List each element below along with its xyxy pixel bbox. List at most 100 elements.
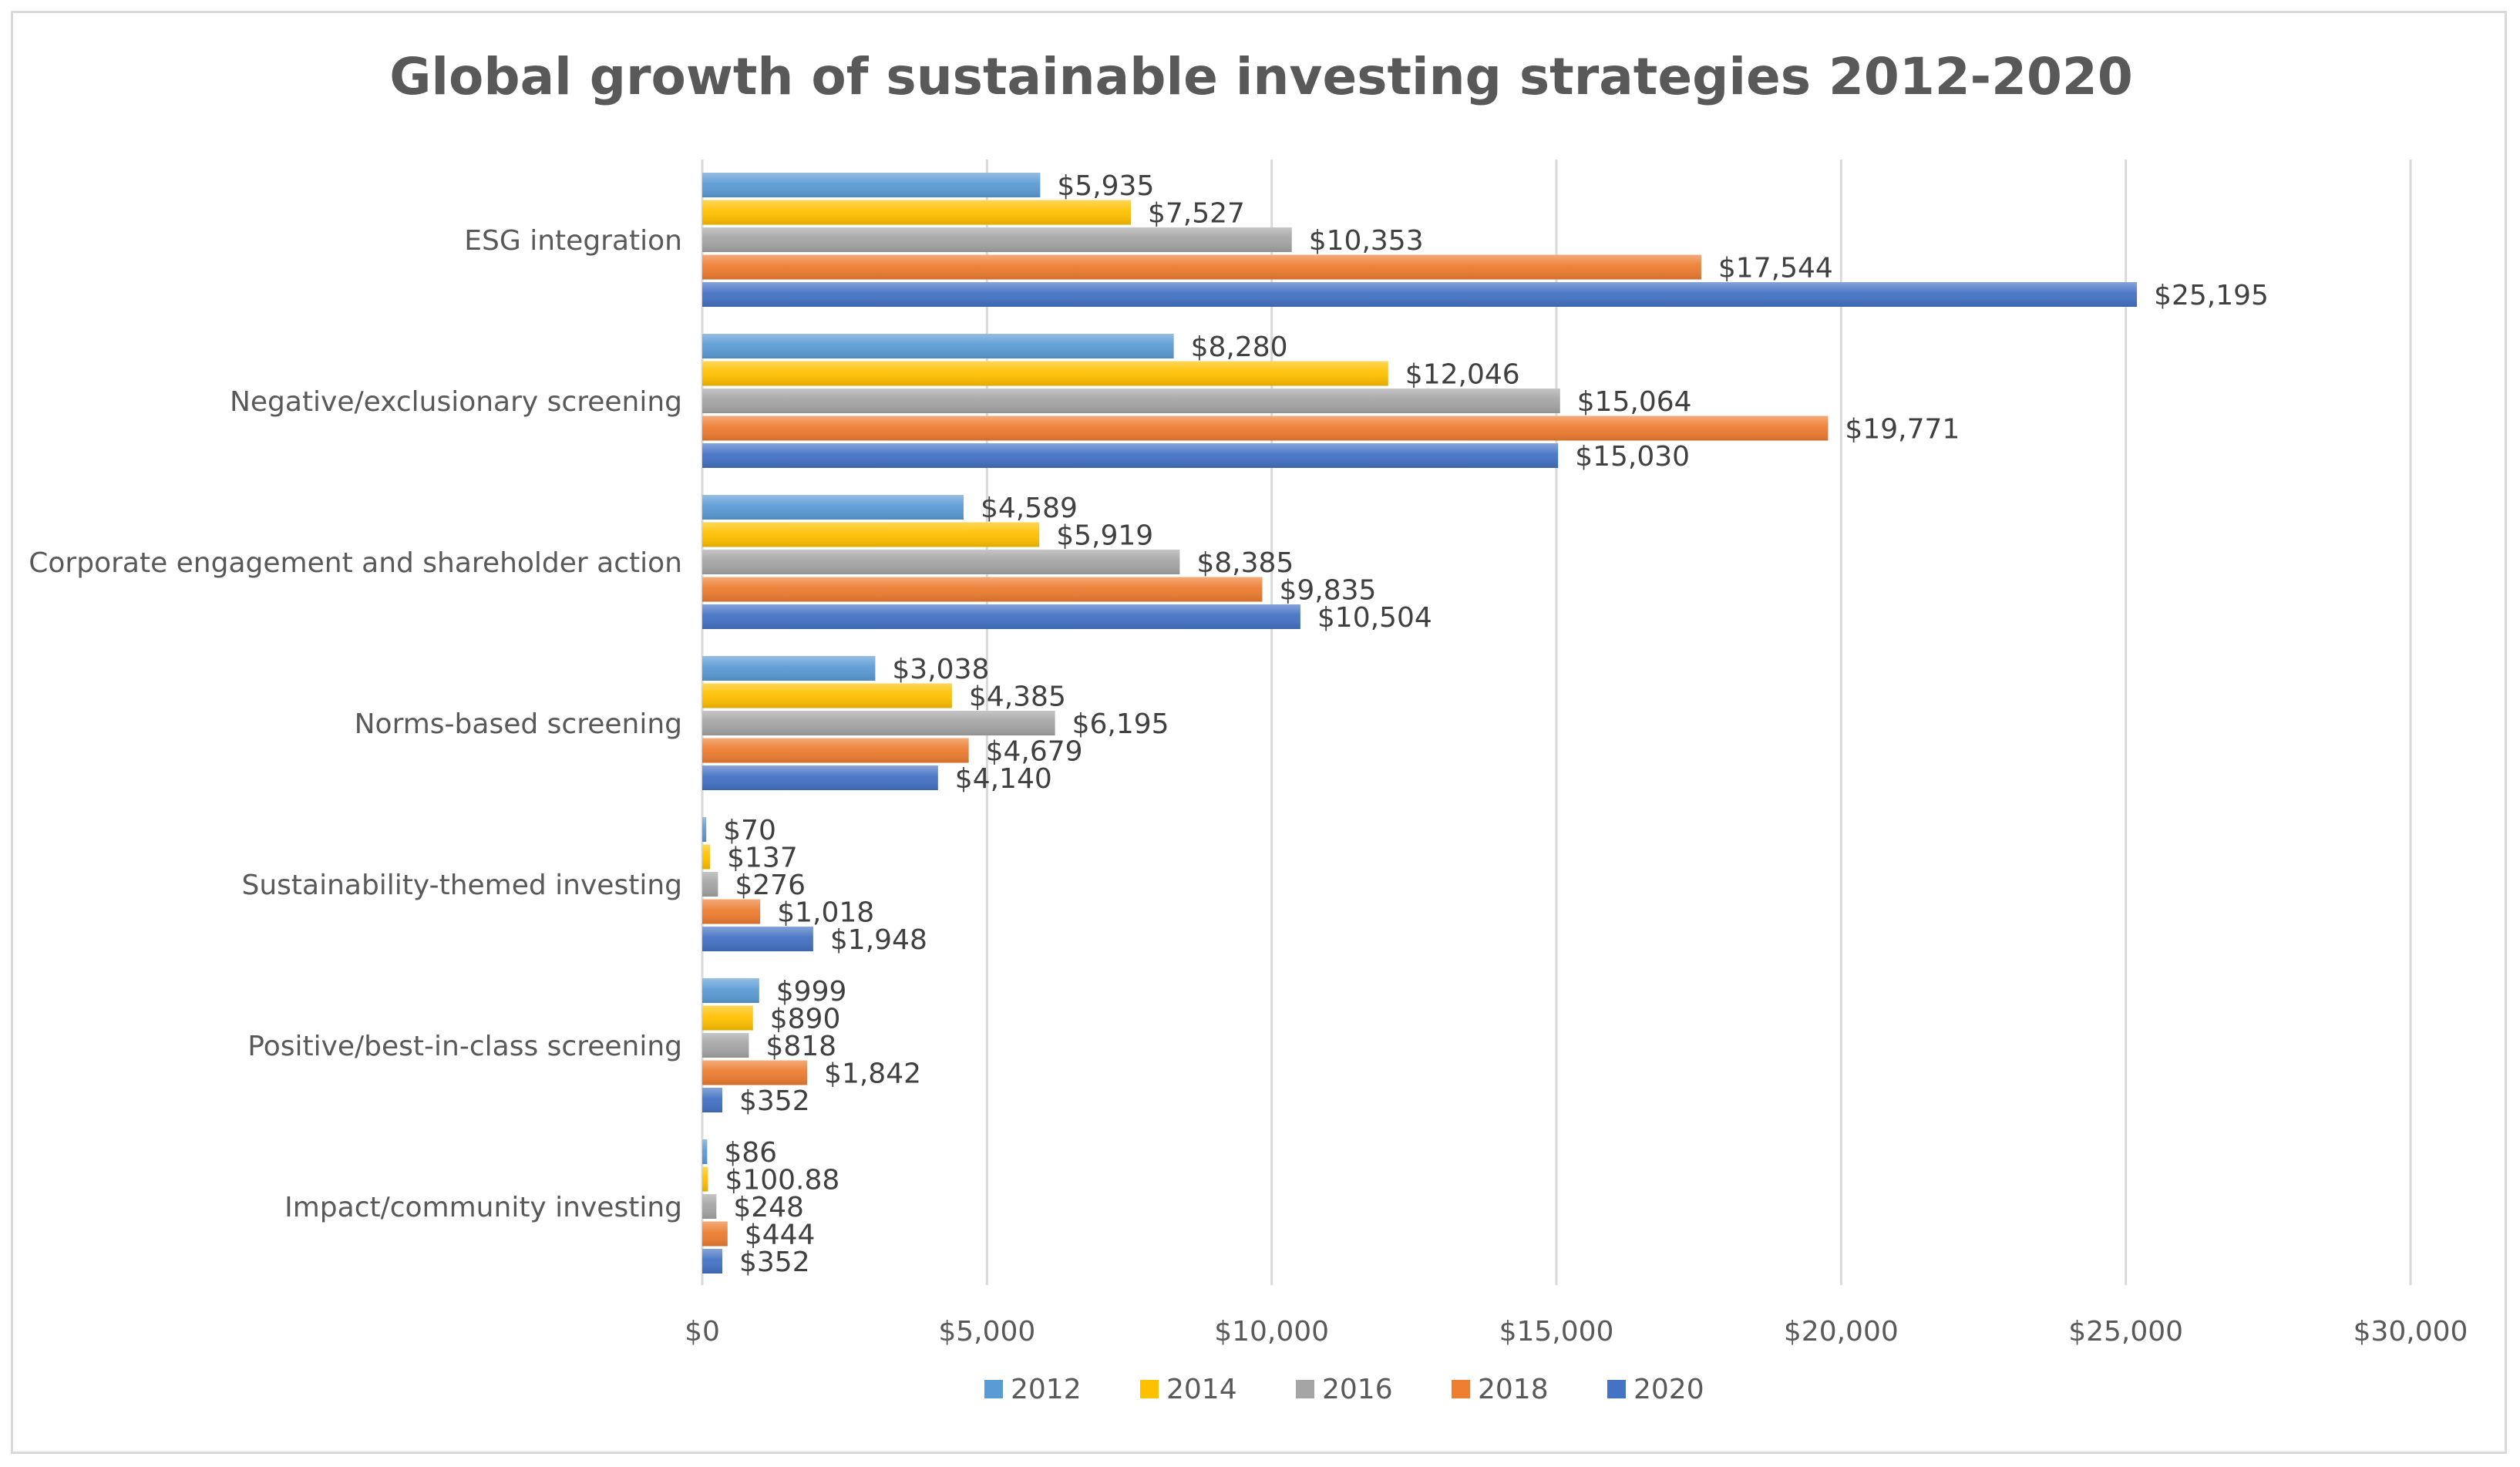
- bar-shading: [702, 416, 1829, 441]
- bar-shading: [702, 522, 1040, 547]
- bar-shading: [702, 738, 969, 763]
- data-label: $137: [727, 843, 798, 874]
- data-label: $4,679: [986, 736, 1083, 768]
- data-label: $8,280: [1191, 331, 1288, 363]
- data-label: $10,504: [1317, 602, 1432, 634]
- legend-swatch: [1296, 1380, 1314, 1398]
- bar-shading: [702, 443, 1559, 468]
- data-label: $818: [765, 1031, 836, 1062]
- x-tick-label: $20,000: [1784, 1316, 1899, 1348]
- bar-shading: [702, 1139, 708, 1164]
- data-label: $890: [770, 1004, 841, 1035]
- category-label: Sustainability-themed investing: [241, 870, 682, 901]
- bar-shading: [702, 227, 1292, 252]
- data-label: $7,527: [1148, 198, 1245, 230]
- data-label: $444: [745, 1220, 816, 1251]
- legend-label: 2020: [1633, 1374, 1704, 1405]
- data-label: $1,842: [824, 1058, 921, 1090]
- bar-shading: [702, 550, 1180, 574]
- data-label: $4,385: [969, 681, 1066, 713]
- data-labels: $5,935$7,527 $10,353 $17,544 $25,195 $8,280 $…: [723, 170, 2269, 1278]
- legend-swatch: [1452, 1380, 1470, 1398]
- category-label: Negative/exclusionary screening: [230, 386, 682, 418]
- bar-shading: [702, 978, 759, 1003]
- bar-shading: [702, 1249, 723, 1274]
- bar-shading: [702, 1005, 753, 1031]
- legend-label: 2012: [1011, 1374, 1082, 1405]
- data-label: $4,140: [955, 763, 1052, 795]
- data-label: $9,835: [1279, 575, 1376, 607]
- data-label: $15,064: [1577, 386, 1692, 418]
- category-labels: ESG integration Negative/exclusionary scr…: [29, 225, 682, 1223]
- bar-shading: [702, 1194, 717, 1219]
- data-label: $5,919: [1056, 520, 1153, 552]
- bar-shading: [702, 872, 718, 897]
- data-label: $25,195: [2154, 280, 2269, 311]
- data-label: $1,018: [777, 897, 874, 929]
- data-label: $10,353: [1309, 225, 1424, 257]
- bar-shading: [702, 282, 2138, 307]
- legend-label: 2014: [1166, 1374, 1237, 1405]
- bar-shading: [702, 495, 964, 520]
- bar-shading: [702, 927, 813, 951]
- x-tick-label: $5,000: [938, 1316, 1035, 1348]
- bar-shading: [702, 844, 711, 870]
- bars: [702, 173, 2138, 1274]
- data-label: $8,385: [1196, 547, 1294, 579]
- x-tick-label: $30,000: [2353, 1316, 2468, 1348]
- data-label: $15,030: [1575, 441, 1690, 473]
- x-tick-label: $0: [685, 1316, 720, 1348]
- data-label: $6,195: [1072, 708, 1169, 740]
- x-tick-label: $25,000: [2068, 1316, 2183, 1348]
- category-label: Positive/best-in-class screening: [247, 1031, 682, 1062]
- data-label: $3,038: [892, 654, 989, 685]
- legend-swatch: [1607, 1380, 1626, 1398]
- data-label: $5,935: [1057, 170, 1154, 202]
- data-label: $352: [739, 1085, 810, 1117]
- x-tick-label: $10,000: [1214, 1316, 1329, 1348]
- category-label: Impact/community investing: [284, 1192, 682, 1223]
- data-label: $70: [723, 815, 776, 846]
- bar-shading: [702, 1060, 808, 1085]
- x-tick-label: $15,000: [1499, 1316, 1614, 1348]
- category-label: ESG integration: [464, 225, 682, 257]
- category-label: Norms-based screening: [355, 708, 682, 740]
- chart-title: Global growth of sustainable investing s…: [389, 47, 2133, 106]
- data-label: $4,589: [981, 493, 1078, 524]
- data-label: $12,046: [1405, 359, 1520, 391]
- bar-shading: [702, 254, 1701, 280]
- bar-shading: [702, 765, 938, 790]
- legend-swatch: [1140, 1380, 1159, 1398]
- bar-shading: [702, 711, 1055, 735]
- data-label: $19,771: [1845, 414, 1960, 446]
- bar-shading: [702, 683, 952, 708]
- legend-label: 2018: [1478, 1374, 1549, 1405]
- bar-shading: [702, 1088, 723, 1112]
- bar-shading: [702, 1166, 708, 1192]
- data-label: $86: [724, 1137, 777, 1169]
- data-label: $100.88: [725, 1165, 839, 1196]
- data-label: $17,544: [1718, 253, 1833, 284]
- legend-label: 2016: [1322, 1374, 1393, 1405]
- x-axis-tick-labels: $0 $5,000 $10,000 $15,000 $20,000 $25,000 $30,…: [685, 1316, 2468, 1348]
- bar-shading: [702, 656, 876, 681]
- data-label: $276: [735, 870, 806, 901]
- bar-shading: [702, 817, 707, 842]
- data-label: $352: [739, 1247, 810, 1278]
- bar-shading: [702, 200, 1131, 225]
- bar-shading: [702, 173, 1041, 197]
- chart-frame: Global growth of sustainable investing s…: [11, 11, 2507, 1454]
- data-label: $248: [733, 1192, 804, 1223]
- data-label: $1,948: [830, 924, 927, 956]
- category-label: Corporate engagement and shareholder act…: [29, 547, 682, 579]
- bar-shading: [702, 1033, 749, 1058]
- bar-shading: [702, 361, 1388, 386]
- legend-swatch: [984, 1380, 1003, 1398]
- bar-shading: [702, 334, 1174, 358]
- data-label: $999: [776, 976, 847, 1008]
- bar-chart: Global growth of sustainable investing s…: [29, 47, 2468, 1405]
- bar-shading: [702, 389, 1560, 413]
- bar-shading: [702, 604, 1300, 629]
- legend: 2012 2014 2016 2018 2020: [984, 1374, 1704, 1405]
- bar-shading: [702, 899, 761, 924]
